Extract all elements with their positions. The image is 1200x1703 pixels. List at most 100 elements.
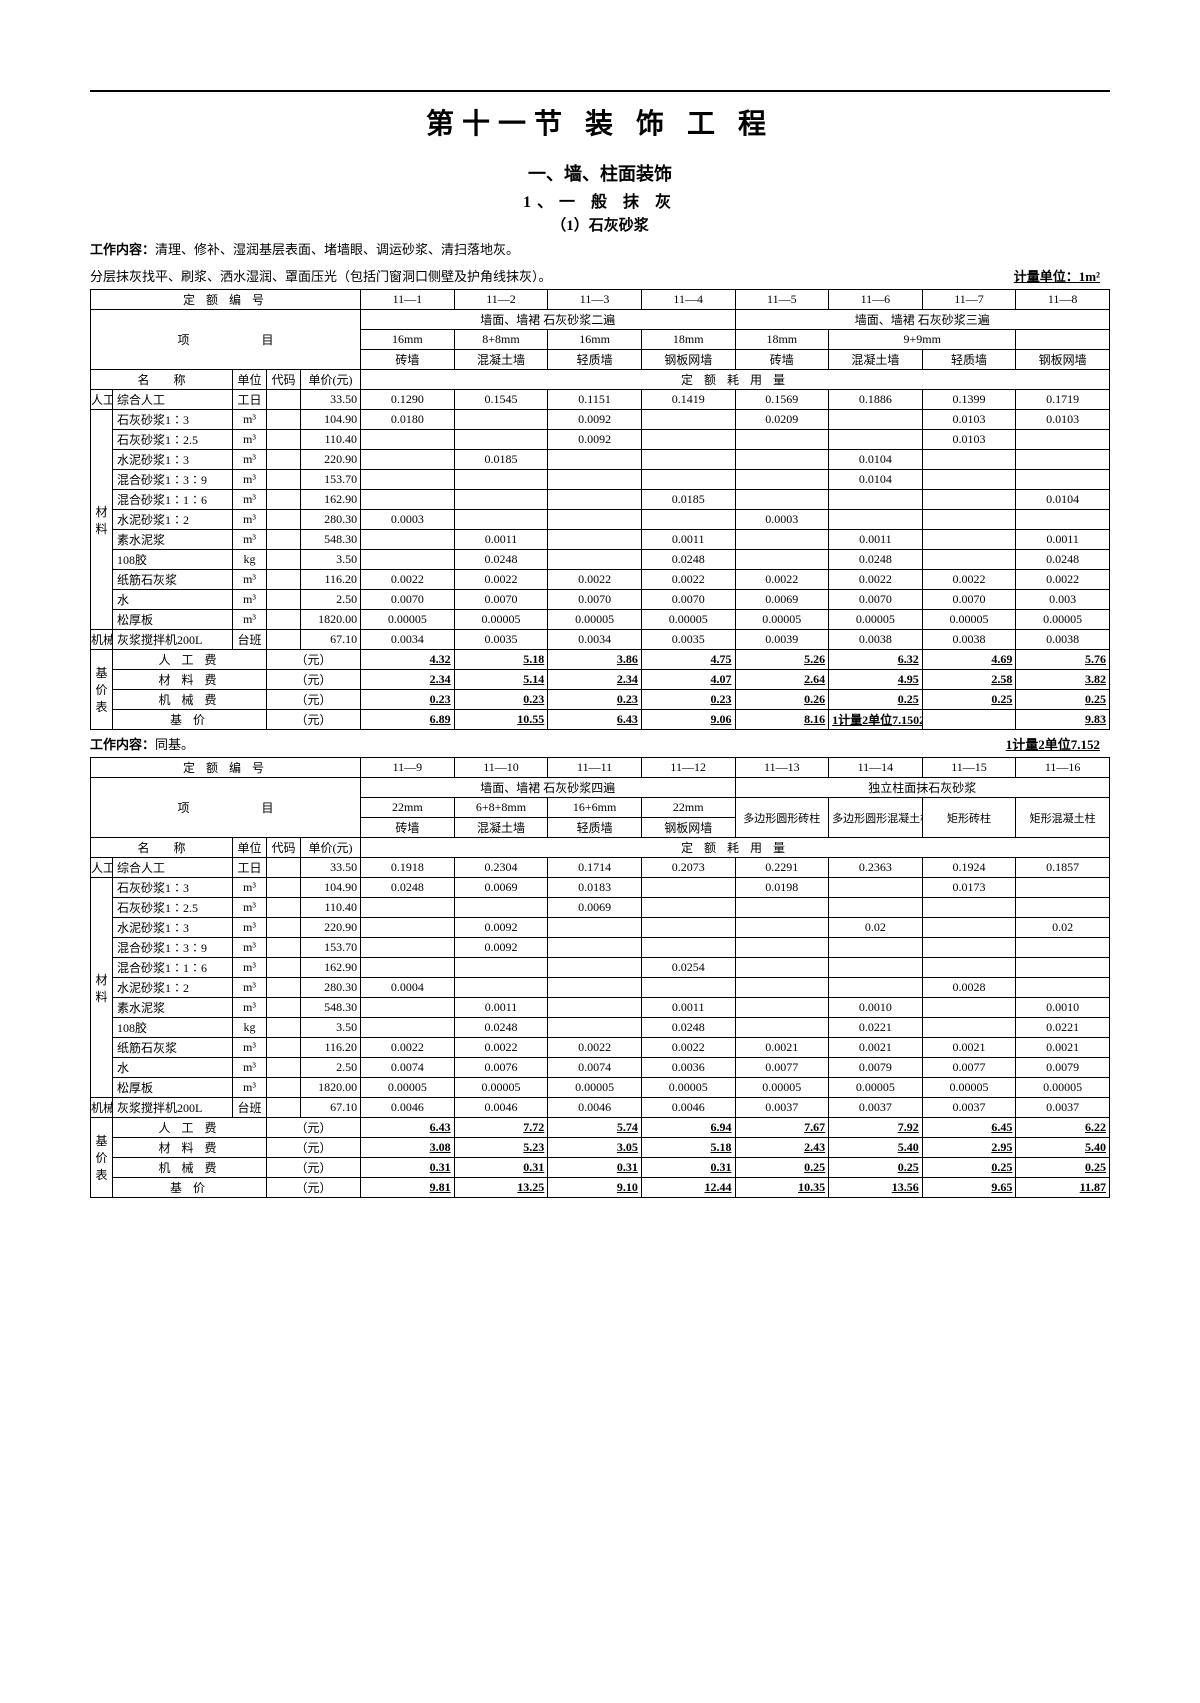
- fee-cell: 3.05: [548, 1138, 642, 1158]
- fee-cell: 0.31: [641, 1158, 735, 1178]
- qty-cell: 0.0046: [641, 1098, 735, 1118]
- qty-cell: 0.0011: [641, 530, 735, 550]
- qty-cell: 0.0022: [829, 570, 923, 590]
- fee-cell: [922, 710, 1016, 730]
- qty-cell: 0.0248: [454, 1018, 548, 1038]
- qty-cell: [454, 978, 548, 998]
- material-row: 机械灰浆搅拌机200L台班67.100.00340.00350.00340.00…: [91, 630, 1110, 650]
- material-row: 水m³2.500.00700.00700.00700.00700.00690.0…: [91, 590, 1110, 610]
- qty-cell: 0.0037: [829, 1098, 923, 1118]
- material-unit: 工日: [233, 858, 267, 878]
- material-row: 纸筋石灰浆m³116.200.00220.00220.00220.00220.0…: [91, 570, 1110, 590]
- fee-cell: 6.43: [361, 1118, 455, 1138]
- qty-cell: 0.0011: [454, 530, 548, 550]
- qty-cell: [1016, 878, 1110, 898]
- material-row: 人工综合人工工日33.500.19180.23040.17140.20730.2…: [91, 858, 1110, 878]
- material-name: 灰浆搅拌机200L: [113, 1098, 233, 1118]
- material-row: 素水泥浆m³548.300.00110.00110.00110.0011: [91, 530, 1110, 550]
- fee-cell: 11.87: [1016, 1178, 1110, 1198]
- qty-cell: 0.1924: [922, 858, 1016, 878]
- material-row: 材料石灰砂浆1∶3m³104.900.02480.00690.01830.019…: [91, 878, 1110, 898]
- material-name: 松厚板: [113, 610, 233, 630]
- qty-cell: 0.00005: [361, 610, 455, 630]
- qty-cell: [641, 510, 735, 530]
- material-price: 3.50: [301, 1018, 361, 1038]
- qty-cell: 0.00005: [361, 1078, 455, 1098]
- qty-cell: [1016, 958, 1110, 978]
- qty-cell: [548, 470, 642, 490]
- fee-cell: 8.16: [735, 710, 829, 730]
- material-unit: kg: [233, 550, 267, 570]
- qty-cell: [735, 938, 829, 958]
- material-code: [267, 1078, 301, 1098]
- qty-cell: 0.0092: [548, 430, 642, 450]
- material-price: 116.20: [301, 570, 361, 590]
- qty-cell: 0.1399: [922, 390, 1016, 410]
- material-price: 1820.00: [301, 1078, 361, 1098]
- qty-cell: [361, 530, 455, 550]
- fee-label: 基 价: [113, 710, 267, 730]
- qty-cell: 0.0037: [735, 1098, 829, 1118]
- quota-table-2: 定 额 编 号 11—911—1011—1111—12 11—1311—1411…: [90, 757, 1110, 1198]
- material-name: 纸筋石灰浆: [113, 1038, 233, 1058]
- qty-cell: 0.0104: [1016, 490, 1110, 510]
- fee-cell: 2.58: [922, 670, 1016, 690]
- material-unit: m³: [233, 938, 267, 958]
- fee-label: 人 工 费: [113, 650, 267, 670]
- qty-cell: [1016, 898, 1110, 918]
- fee-unit: （元）: [267, 710, 361, 730]
- fee-row: 基 价（元）9.8113.259.1012.4410.3513.569.6511…: [91, 1178, 1110, 1198]
- qty-cell: [454, 510, 548, 530]
- material-row: 混合砂浆1∶3∶9m³153.700.0092: [91, 938, 1110, 958]
- qty-cell: 0.0221: [1016, 1018, 1110, 1038]
- material-name: 素水泥浆: [113, 530, 233, 550]
- qty-cell: 0.02: [1016, 918, 1110, 938]
- qty-cell: 0.0180: [361, 410, 455, 430]
- qty-cell: [361, 470, 455, 490]
- fee-row: 材 料 费（元）3.085.233.055.182.435.402.955.40: [91, 1138, 1110, 1158]
- qty-cell: [641, 978, 735, 998]
- qty-cell: 0.1714: [548, 858, 642, 878]
- qty-cell: [735, 550, 829, 570]
- qty-cell: 0.02: [829, 918, 923, 938]
- material-code: [267, 550, 301, 570]
- fee-cell: 2.64: [735, 670, 829, 690]
- material-unit: m³: [233, 430, 267, 450]
- sub-title: 1、一 般 抹 灰: [90, 188, 1110, 212]
- material-name: 石灰砂浆1∶3: [113, 410, 233, 430]
- rowgroup-cailiao: 材料: [91, 878, 113, 1098]
- qty-cell: [454, 430, 548, 450]
- fee-cell: 2.43: [735, 1138, 829, 1158]
- material-unit: m³: [233, 470, 267, 490]
- qty-cell: [641, 470, 735, 490]
- qty-cell: [548, 998, 642, 1018]
- top-rule: [90, 90, 1110, 92]
- fee-cell: 0.23: [361, 690, 455, 710]
- material-price: 548.30: [301, 998, 361, 1018]
- qty-cell: 0.0079: [829, 1058, 923, 1078]
- fee-cell: 13.56: [829, 1178, 923, 1198]
- qty-cell: [548, 450, 642, 470]
- material-code: [267, 510, 301, 530]
- material-name: 108胶: [113, 550, 233, 570]
- material-price: 2.50: [301, 590, 361, 610]
- fee-label: 基 价: [113, 1178, 267, 1198]
- fee-cell: 6.22: [1016, 1118, 1110, 1138]
- qty-cell: [361, 1018, 455, 1038]
- fee-cell: 0.31: [548, 1158, 642, 1178]
- fee-cell: 4.32: [361, 650, 455, 670]
- qty-cell: [735, 530, 829, 550]
- material-name: 混合砂浆1∶3∶9: [113, 938, 233, 958]
- material-unit: m³: [233, 1058, 267, 1078]
- fee-cell: 5.23: [454, 1138, 548, 1158]
- material-row: 108胶kg3.500.02480.02480.02480.0248: [91, 550, 1110, 570]
- qty-cell: [548, 510, 642, 530]
- fee-label: 机 械 费: [113, 690, 267, 710]
- material-name: 石灰砂浆1∶2.5: [113, 430, 233, 450]
- fee-unit: （元）: [267, 1178, 361, 1198]
- material-name: 石灰砂浆1∶3: [113, 878, 233, 898]
- fee-cell: 0.25: [922, 1158, 1016, 1178]
- material-unit: 台班: [233, 630, 267, 650]
- qty-cell: 0.1419: [641, 390, 735, 410]
- qty-cell: [829, 510, 923, 530]
